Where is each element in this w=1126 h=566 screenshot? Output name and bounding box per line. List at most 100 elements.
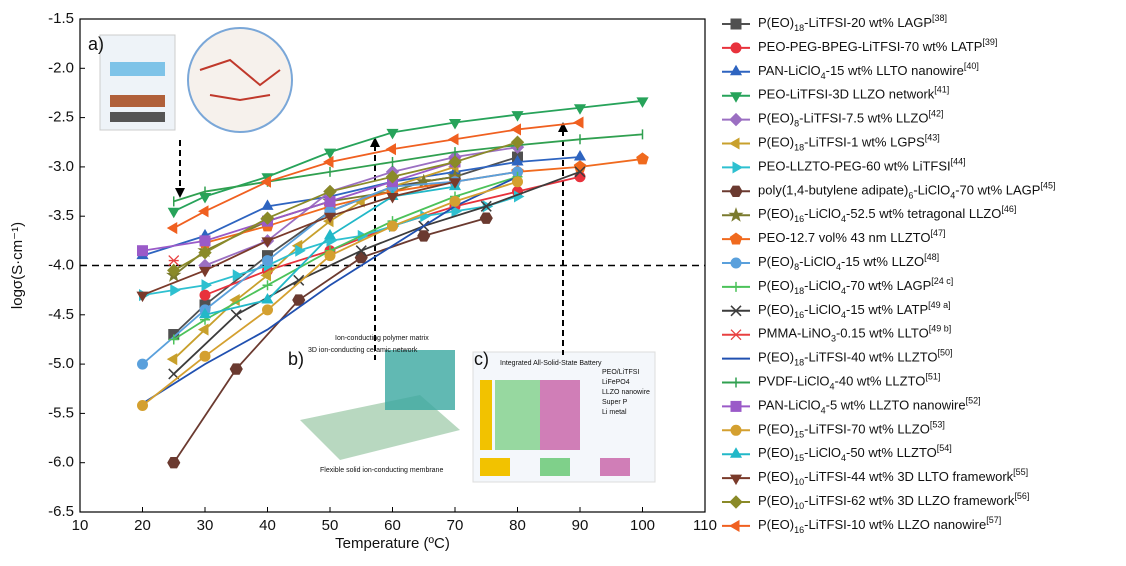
point (169, 208, 179, 217)
panel-label: a) (88, 34, 104, 54)
point (263, 305, 273, 315)
legend-marker (731, 475, 741, 484)
inset-text: LiFePO4 (602, 379, 630, 386)
point (450, 120, 460, 129)
legend-marker (731, 19, 741, 29)
point (574, 117, 583, 127)
inset-text: Ion-conducting polymer matrix (335, 335, 429, 342)
inset-b (300, 350, 460, 460)
legend-marker (730, 186, 742, 196)
x-tick-label: 50 (322, 517, 339, 534)
legend-item: P(EO)16-LiClO4-52.5 wt% tetragonal LLZO[… (722, 205, 1016, 225)
point (231, 310, 241, 320)
legend-item: P(EO)18-LiClO4-70 wt% LAGP[24 c] (722, 276, 953, 296)
point (263, 256, 273, 266)
legend-item: PEO-LLZTO-PEG-60 wt% LiTFSI[44] (722, 157, 966, 174)
legend-marker (730, 233, 741, 244)
point (230, 364, 242, 374)
legend-label: P(EO)8-LiClO4-15 wt% LLZO[48] (758, 252, 939, 272)
legend-label: P(EO)18-LiTFSI-20 wt% LAGP[38] (758, 13, 947, 33)
legend-marker (731, 93, 741, 102)
point (168, 354, 177, 364)
legend-label: P(EO)15-LiTFSI-70 wt% LLZO[53] (758, 420, 945, 440)
inset-text: 3D ion-conducting ceramic network (308, 347, 418, 354)
x-tick-label: 70 (447, 517, 464, 534)
point (450, 196, 460, 206)
point (325, 251, 335, 261)
legend-marker (731, 330, 741, 340)
point (202, 280, 211, 290)
point (168, 458, 180, 468)
legend-item: P(EO)18-LiTFSI-1 wt% LGPS[43] (722, 133, 940, 153)
point (637, 153, 648, 164)
legend-marker (731, 401, 741, 411)
x-axis-title: Temperature (ºC) (335, 535, 450, 552)
legend-label: PEO-PEG-BPEG-LiTFSI-70 wt% LATP[39] (758, 37, 997, 54)
y-axis-title: logσ(S·cm⁻¹) (9, 222, 26, 309)
point (262, 200, 272, 209)
series-line (174, 142, 518, 270)
legend-marker (730, 496, 742, 508)
inset-text: Integrated All-Solid-State Battery (500, 360, 602, 367)
legend-marker (730, 521, 739, 531)
inset-text: Super P (602, 399, 628, 406)
point (574, 161, 585, 172)
point (199, 206, 208, 216)
inset-text: Li metal (602, 409, 627, 416)
y-tick-label: -6.0 (48, 454, 74, 471)
legend-item: PMMA-LiNO3-0.15 wt% LLTO[49 b] (722, 324, 951, 344)
point (200, 351, 210, 361)
point (512, 124, 521, 134)
y-tick-label: -2.0 (48, 59, 74, 76)
legend-item: PAN-LiClO4-5 wt% LLZTO nanowire[52] (722, 396, 981, 416)
point (200, 290, 210, 300)
legend-marker (730, 209, 742, 221)
x-tick-label: 90 (572, 517, 589, 534)
legend-item: P(EO)10-LiTFSI-62 wt% 3D LLZO framework[… (722, 491, 1029, 511)
x-tick-label: 100 (630, 517, 655, 534)
legend-label: PEO-LLZTO-PEG-60 wt% LiTFSI[44] (758, 157, 966, 174)
x-tick-label: 30 (197, 517, 214, 534)
series (168, 136, 524, 276)
inset-text: PEO/LiTFSI (602, 369, 639, 376)
y-tick-label: -3.0 (48, 158, 74, 175)
inset-text: LLZO nanowire (602, 389, 650, 396)
legend-label: P(EO)16-LiClO4-52.5 wt% tetragonal LLZO[… (758, 205, 1016, 225)
legend-marker (731, 43, 741, 53)
legend-label: PEO-LiTFSI-3D LLZO network[41] (758, 85, 949, 102)
point (513, 177, 523, 187)
legend-label: P(EO)10-LiTFSI-44 wt% 3D LLTO framework[… (758, 467, 1028, 487)
legend-item: PVDF-LiClO4-40 wt% LLZTO[51] (722, 372, 940, 392)
point (388, 221, 398, 231)
point (418, 231, 430, 241)
series-line (174, 167, 455, 359)
x-tick-label: 80 (509, 517, 526, 534)
panel-label: c) (474, 349, 489, 369)
legend-marker (731, 448, 741, 457)
legend-item: PAN-LiClO4-15 wt% LLTO nanowire[40] (722, 61, 979, 81)
legend-marker (730, 138, 739, 148)
legend-label: P(EO)18-LiTFSI-1 wt% LGPS[43] (758, 133, 940, 153)
series-line (143, 182, 456, 295)
y-tick-label: -5.0 (48, 355, 74, 372)
legend-label: PVDF-LiClO4-40 wt% LLZTO[51] (758, 372, 940, 392)
y-tick-label: -2.5 (48, 109, 74, 126)
x-tick-label: 20 (134, 517, 151, 534)
legend-label: PAN-LiClO4-15 wt% LLTO nanowire[40] (758, 61, 979, 81)
legend-marker (731, 282, 741, 292)
legend-item: P(EO)10-LiTFSI-44 wt% 3D LLTO framework[… (722, 467, 1028, 487)
legend-item: P(EO)16-LiClO4-15 wt% LATP[49 a] (722, 300, 951, 320)
point (387, 144, 396, 154)
legend-item: P(EO)16-LiTFSI-10 wt% LLZO nanowire[57] (722, 515, 1001, 535)
point (138, 401, 148, 411)
legend-label: P(EO)16-LiClO4-15 wt% LATP[49 a] (758, 300, 951, 320)
point (263, 280, 273, 290)
legend-label: PAN-LiClO4-5 wt% LLZTO nanowire[52] (758, 396, 981, 416)
legend-item: P(EO)18-LiTFSI-20 wt% LAGP[38] (722, 13, 947, 33)
legend-label: PEO-12.7 vol% 43 nm LLZTO[47] (758, 228, 945, 245)
legend-marker (730, 114, 742, 126)
x-tick-label: 40 (259, 517, 276, 534)
y-tick-label: -5.5 (48, 404, 74, 421)
y-tick-label: -6.5 (48, 503, 74, 520)
